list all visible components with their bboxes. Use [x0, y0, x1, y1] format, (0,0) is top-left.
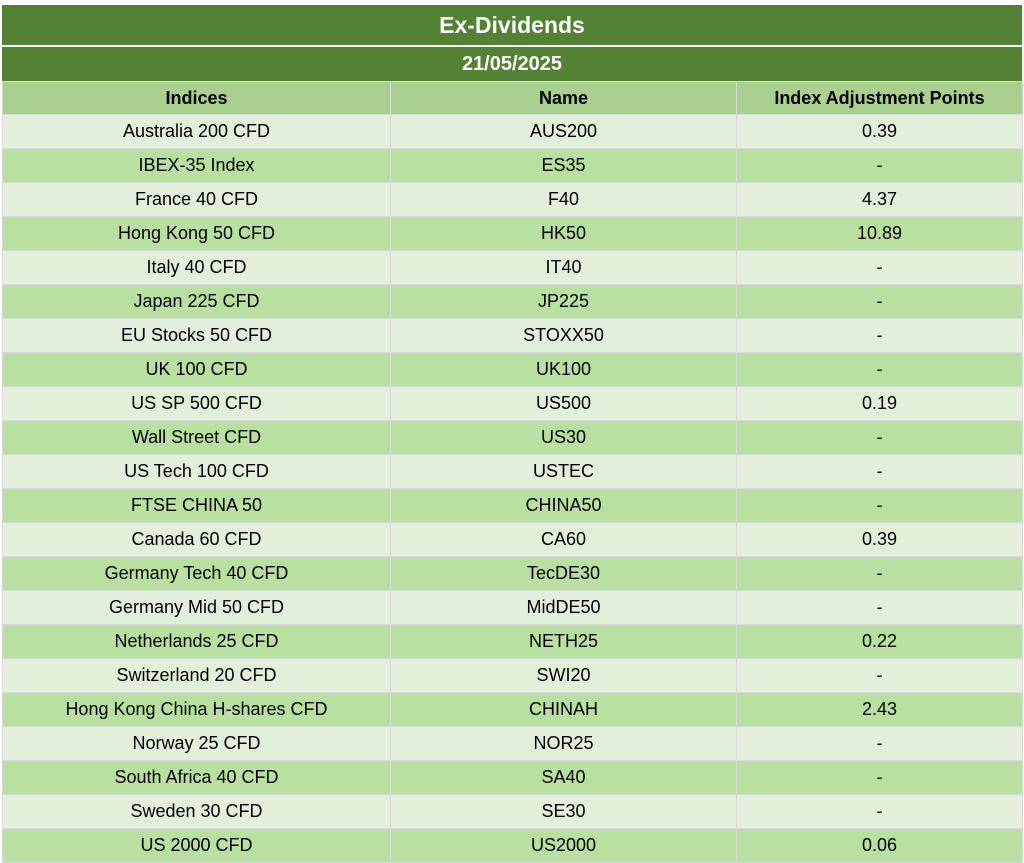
cell-index: Sweden 30 CFD	[2, 794, 391, 829]
cell-adjustment-points: -	[736, 454, 1023, 489]
table-row: Hong Kong 50 CFD HK50 10.89	[2, 216, 1023, 251]
cell-index: Switzerland 20 CFD	[2, 658, 391, 693]
cell-index: France 40 CFD	[2, 182, 391, 217]
cell-adjustment-points: 4.37	[736, 182, 1023, 217]
ex-dividends-sheet: Ex-Dividends 21/05/2025 Indices Name Ind…	[2, 5, 1023, 863]
table-body: Australia 200 CFD AUS200 0.39 IBEX-35 Index…	[2, 114, 1023, 863]
table-row: Sweden 30 CFD SE30-	[2, 794, 1023, 829]
cell-adjustment-points: -	[736, 488, 1023, 523]
cell-name: HK50	[390, 216, 737, 251]
cell-index: Italy 40 CFD	[2, 250, 391, 285]
cell-name: STOXX50	[390, 318, 737, 353]
cell-index: UK 100 CFD	[2, 352, 391, 387]
cell-index: US Tech 100 CFD	[2, 454, 391, 489]
table-row: US Tech 100 CFD USTEC -	[2, 454, 1023, 489]
cell-adjustment-points: 0.39	[736, 114, 1023, 149]
cell-name: NETH25	[390, 624, 737, 659]
table-row: IBEX-35 Index ES35-	[2, 148, 1023, 183]
table-header-row: Indices Name Index Adjustment Points	[2, 81, 1023, 115]
cell-index: US 2000 CFD	[2, 828, 391, 863]
table-row: UK 100 CFD UK100-	[2, 352, 1023, 387]
cell-adjustment-points: -	[736, 250, 1023, 285]
cell-name: JP225	[390, 284, 737, 319]
table-row: US 2000 CFD US2000 0.06	[2, 828, 1023, 863]
table-row: Australia 200 CFD AUS200 0.39	[2, 114, 1023, 149]
cell-index: Japan 225 CFD	[2, 284, 391, 319]
cell-index: Hong Kong China H-shares CFD	[2, 692, 391, 727]
cell-name: UK100	[390, 352, 737, 387]
cell-name: F40	[390, 182, 737, 217]
dividends-table: Indices Name Index Adjustment Points Aus…	[2, 81, 1023, 863]
cell-adjustment-points: -	[736, 590, 1023, 625]
cell-index: Hong Kong 50 CFD	[2, 216, 391, 251]
table-row: US SP 500 CFD US500 0.19	[2, 386, 1023, 421]
table-row: Japan 225 CFD JP225-	[2, 284, 1023, 319]
cell-name: NOR25	[390, 726, 737, 761]
cell-index: Netherlands 25 CFD	[2, 624, 391, 659]
cell-name: CA60	[390, 522, 737, 557]
cell-name: AUS200	[390, 114, 737, 149]
cell-name: US2000	[390, 828, 737, 863]
cell-index: EU Stocks 50 CFD	[2, 318, 391, 353]
cell-adjustment-points: -	[736, 420, 1023, 455]
table-row: Switzerland 20 CFD SWI20-	[2, 658, 1023, 693]
cell-adjustment-points: 2.43	[736, 692, 1023, 727]
table-row: Wall Street CFD US30-	[2, 420, 1023, 455]
table-row: Hong Kong China H-shares CFD CHINAH 2.43	[2, 692, 1023, 727]
cell-name: CHINAH	[390, 692, 737, 727]
cell-name: ES35	[390, 148, 737, 183]
cell-name: SA40	[390, 760, 737, 795]
cell-adjustment-points: 0.22	[736, 624, 1023, 659]
cell-name: SE30	[390, 794, 737, 829]
cell-index: Wall Street CFD	[2, 420, 391, 455]
cell-index: Australia 200 CFD	[2, 114, 391, 149]
table-row: Netherlands 25 CFD NETH25 0.22	[2, 624, 1023, 659]
cell-name: IT40	[390, 250, 737, 285]
cell-adjustment-points: -	[736, 318, 1023, 353]
column-header-indices: Indices	[2, 81, 391, 115]
cell-name: US500	[390, 386, 737, 421]
table-row: Italy 40 CFD IT40-	[2, 250, 1023, 285]
cell-index: IBEX-35 Index	[2, 148, 391, 183]
cell-index: Canada 60 CFD	[2, 522, 391, 557]
cell-adjustment-points: 0.06	[736, 828, 1023, 863]
sheet-date: 21/05/2025	[2, 47, 1022, 81]
table-row: South Africa 40 CFD SA40-	[2, 760, 1023, 795]
cell-adjustment-points: -	[736, 148, 1023, 183]
cell-adjustment-points: -	[736, 794, 1023, 829]
table-row: France 40 CFD F40 4.37	[2, 182, 1023, 217]
cell-index: US SP 500 CFD	[2, 386, 391, 421]
column-header-name: Name	[390, 81, 737, 115]
cell-name: USTEC	[390, 454, 737, 489]
cell-name: MidDE50	[390, 590, 737, 625]
cell-adjustment-points: 10.89	[736, 216, 1023, 251]
cell-adjustment-points: -	[736, 726, 1023, 761]
cell-adjustment-points: 0.39	[736, 522, 1023, 557]
sheet-title: Ex-Dividends	[2, 5, 1022, 47]
cell-adjustment-points: -	[736, 760, 1023, 795]
cell-name: TecDE30	[390, 556, 737, 591]
cell-index: Germany Tech 40 CFD	[2, 556, 391, 591]
table-row: EU Stocks 50 CFD STOXX50-	[2, 318, 1023, 353]
table-row: Norway 25 CFD NOR25-	[2, 726, 1023, 761]
table-row: Canada 60 CFD CA60 0.39	[2, 522, 1023, 557]
table-row: FTSE CHINA 50 CHINA50-	[2, 488, 1023, 523]
cell-adjustment-points: -	[736, 284, 1023, 319]
cell-adjustment-points: 0.19	[736, 386, 1023, 421]
cell-adjustment-points: -	[736, 658, 1023, 693]
cell-index: Norway 25 CFD	[2, 726, 391, 761]
column-header-adjustment-points: Index Adjustment Points	[736, 81, 1023, 115]
cell-index: FTSE CHINA 50	[2, 488, 391, 523]
cell-index: South Africa 40 CFD	[2, 760, 391, 795]
cell-adjustment-points: -	[736, 352, 1023, 387]
cell-index: Germany Mid 50 CFD	[2, 590, 391, 625]
table-row: Germany Tech 40 CFD TecDE30-	[2, 556, 1023, 591]
table-row: Germany Mid 50 CFD MidDE50-	[2, 590, 1023, 625]
cell-name: CHINA50	[390, 488, 737, 523]
cell-name: SWI20	[390, 658, 737, 693]
cell-name: US30	[390, 420, 737, 455]
cell-adjustment-points: -	[736, 556, 1023, 591]
